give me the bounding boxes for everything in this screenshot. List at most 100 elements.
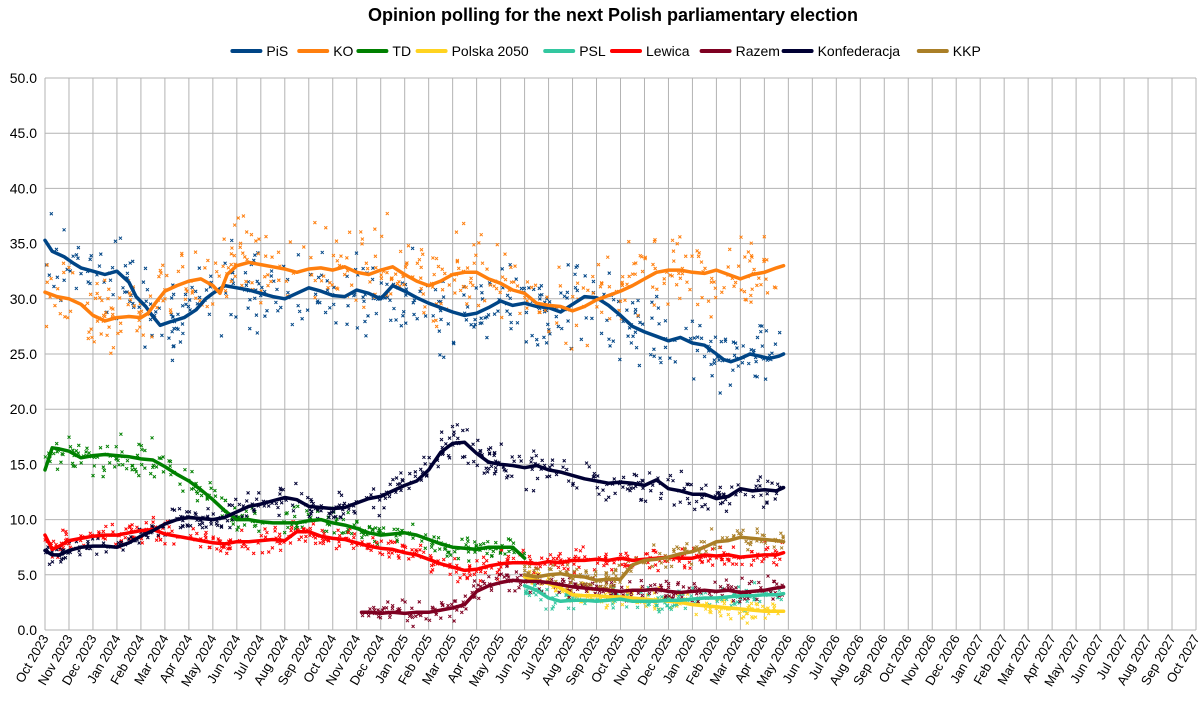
poll-point — [620, 602, 625, 607]
poll-point — [771, 597, 775, 601]
poll-point — [633, 311, 638, 315]
poll-point — [242, 523, 247, 527]
poll-point — [720, 536, 725, 540]
poll-point — [139, 462, 144, 467]
poll-point — [376, 614, 381, 619]
poll-point — [702, 354, 707, 359]
poll-point — [745, 621, 750, 625]
poll-point — [638, 320, 642, 325]
poll-point — [647, 565, 652, 570]
poll-point — [126, 302, 131, 307]
poll-point — [204, 536, 208, 540]
y-tick-label: 50.0 — [10, 70, 37, 86]
poll-point — [217, 274, 222, 278]
poll-point — [749, 540, 753, 544]
poll-point — [342, 530, 346, 535]
poll-point — [763, 541, 768, 546]
poll-point — [650, 564, 655, 569]
poll-point — [529, 460, 533, 464]
poll-point — [114, 444, 119, 449]
poll-point — [465, 427, 470, 432]
poll-point — [410, 522, 415, 527]
poll-point — [263, 314, 267, 319]
poll-point — [572, 569, 577, 574]
poll-point — [699, 260, 704, 264]
poll-point — [472, 242, 476, 247]
poll-point — [438, 616, 443, 620]
poll-point — [275, 308, 280, 313]
poll-point — [471, 584, 476, 588]
poll-point — [557, 265, 561, 270]
poll-point — [111, 292, 115, 297]
poll-point — [751, 494, 756, 499]
poll-point — [180, 264, 185, 269]
poll-point — [110, 265, 115, 270]
poll-point — [499, 565, 503, 569]
poll-point — [534, 592, 538, 597]
poll-point — [688, 566, 692, 571]
poll-point — [252, 296, 257, 301]
poll-point — [116, 331, 120, 336]
poll-point — [309, 497, 313, 502]
poll-point — [755, 597, 759, 602]
poll-point — [394, 318, 398, 322]
poll-point — [423, 546, 428, 551]
poll-point — [134, 470, 139, 474]
poll-point — [713, 335, 718, 340]
poll-point — [761, 505, 766, 510]
poll-point — [179, 251, 184, 256]
poll-point — [506, 474, 510, 478]
poll-point — [465, 575, 470, 580]
poll-point — [407, 486, 411, 491]
poll-point — [583, 274, 588, 278]
poll-point — [680, 271, 685, 276]
poll-point — [263, 254, 268, 258]
poll-point — [365, 266, 370, 271]
poll-point — [515, 575, 520, 580]
poll-point — [244, 499, 249, 503]
poll-point — [264, 234, 268, 239]
y-tick-label: 10.0 — [10, 512, 37, 528]
poll-point — [276, 250, 281, 255]
poll-point — [153, 310, 158, 314]
poll-point — [676, 271, 681, 276]
poll-point — [755, 335, 760, 340]
poll-point — [236, 216, 241, 220]
poll-point — [428, 553, 433, 558]
poll-point — [156, 533, 161, 538]
poll-point — [139, 447, 144, 452]
poll-point — [656, 568, 660, 573]
poll-point — [390, 551, 394, 555]
poll-point — [539, 556, 544, 560]
poll-point — [507, 588, 512, 593]
poll-point — [93, 296, 98, 301]
poll-point — [651, 543, 656, 547]
poll-point — [731, 545, 736, 550]
poll-point — [532, 583, 537, 588]
poll-point — [517, 585, 521, 590]
poll-point — [74, 449, 79, 453]
poll-point — [564, 467, 569, 472]
poll-point — [246, 546, 250, 551]
poll-point — [215, 547, 219, 551]
poll-point — [150, 435, 154, 440]
poll-point — [467, 295, 472, 299]
poll-point — [660, 607, 664, 611]
poll-point — [733, 280, 738, 285]
poll-point — [132, 304, 137, 308]
poll-point — [481, 555, 486, 560]
poll-point — [284, 279, 289, 284]
poll-point — [215, 523, 220, 528]
poll-point — [432, 535, 436, 539]
poll-point — [240, 283, 244, 288]
poll-point — [190, 289, 195, 293]
poll-point — [171, 292, 176, 297]
poll-point — [482, 581, 487, 586]
poll-point — [727, 501, 732, 506]
y-tick-label: 30.0 — [10, 291, 37, 307]
poll-point — [743, 492, 748, 497]
poll-point — [154, 465, 159, 469]
poll-point — [121, 285, 125, 290]
poll-point — [313, 278, 318, 283]
poll-point — [422, 310, 426, 315]
